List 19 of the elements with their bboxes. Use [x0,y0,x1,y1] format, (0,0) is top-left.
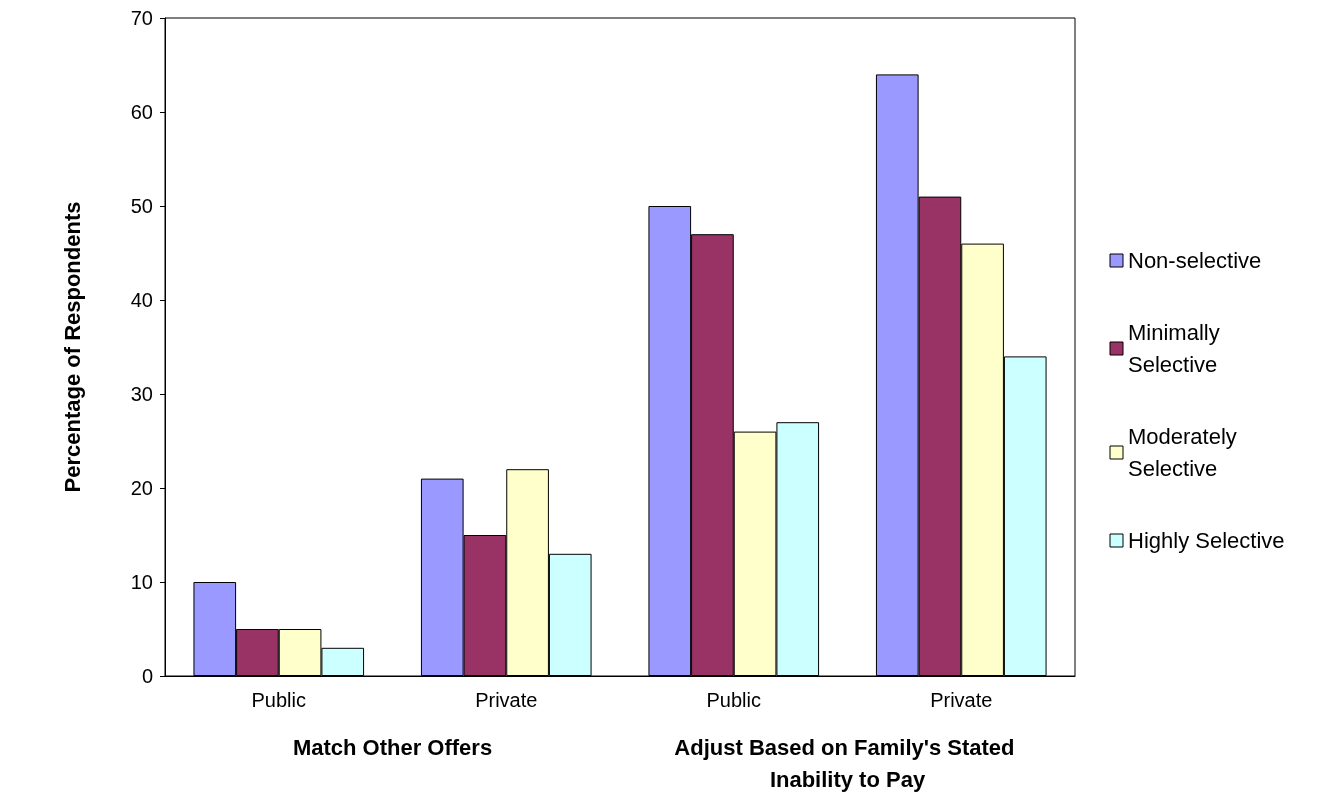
y-tick-label: 40 [130,289,153,311]
y-axis-title: Percentage of Respondents [59,201,85,493]
legend-label: Minimally Selective [1128,320,1226,377]
text: Adjust Based on Family's Stated Inability to Pay [674,734,1021,792]
x-tick-label: Private [930,689,993,711]
x-tick-label: Public [706,689,761,711]
y-tick-label: 20 [130,477,153,499]
y-tick-label: 50 [130,195,153,217]
legend-label: Non-selective [1128,248,1262,273]
y-tick-label: 60 [130,101,153,123]
x-tick-label: Private [475,689,538,711]
legend-label: Moderately Selective [1128,424,1243,481]
y-tick-label: 10 [130,571,153,593]
legend-label: Highly Selective [1128,528,1285,553]
text: Match Other Offers [292,734,493,760]
y-tick-label: 30 [130,383,153,405]
y-tick-label: 70 [130,7,153,29]
x-tick-label: Public [251,689,306,711]
y-tick-label: 0 [141,665,153,687]
